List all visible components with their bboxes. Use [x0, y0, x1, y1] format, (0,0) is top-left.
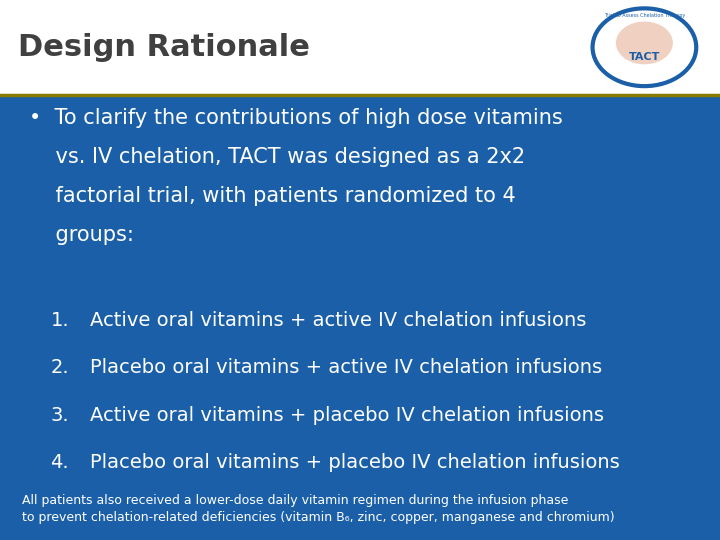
Text: Placebo oral vitamins + active IV chelation infusions: Placebo oral vitamins + active IV chelat…	[90, 358, 602, 377]
Text: Design Rationale: Design Rationale	[18, 33, 310, 62]
Text: vs. IV chelation, TACT was designed as a 2x2: vs. IV chelation, TACT was designed as a…	[29, 147, 525, 167]
Text: Placebo oral vitamins + placebo IV chelation infusions: Placebo oral vitamins + placebo IV chela…	[90, 453, 620, 472]
Text: •  To clarify the contributions of high dose vitamins: • To clarify the contributions of high d…	[29, 108, 562, 128]
Text: groups:: groups:	[29, 225, 134, 245]
Bar	[0, 94, 720, 540]
Text: factorial trial, with patients randomized to 4: factorial trial, with patients randomize…	[29, 186, 516, 206]
Circle shape	[616, 22, 673, 64]
Text: TACT: TACT	[629, 52, 660, 62]
Text: 1.: 1.	[50, 310, 69, 329]
Text: 2.: 2.	[50, 358, 69, 377]
Text: Trial To Assess Chelation Therapy: Trial To Assess Chelation Therapy	[604, 13, 685, 18]
Text: 4.: 4.	[50, 453, 69, 472]
Text: Active oral vitamins + active IV chelation infusions: Active oral vitamins + active IV chelati…	[90, 310, 586, 329]
Text: All patients also received a lower-dose daily vitamin regimen during the infusio: All patients also received a lower-dose …	[22, 494, 614, 524]
Text: 3.: 3.	[50, 406, 69, 424]
Circle shape	[597, 11, 692, 83]
Bar	[0, 0, 720, 94]
Text: Active oral vitamins + placebo IV chelation infusions: Active oral vitamins + placebo IV chelat…	[90, 406, 604, 424]
